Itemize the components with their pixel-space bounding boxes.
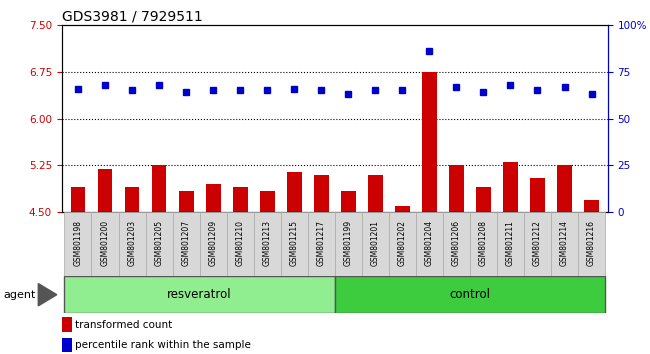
Bar (227, 212, 254, 276)
Bar (341, 190, 356, 212)
Bar (389, 212, 416, 276)
Bar (524, 212, 551, 276)
Bar (416, 212, 443, 276)
Bar (551, 212, 578, 276)
Text: control: control (449, 288, 490, 301)
Polygon shape (38, 284, 57, 306)
Bar (200, 212, 227, 276)
Text: GSM801215: GSM801215 (290, 220, 299, 266)
Bar (476, 187, 491, 212)
Text: transformed count: transformed count (75, 320, 173, 330)
Text: GSM801198: GSM801198 (73, 220, 83, 266)
Bar (98, 169, 112, 212)
Text: GDS3981 / 7929511: GDS3981 / 7929511 (62, 10, 203, 24)
Text: GSM801205: GSM801205 (155, 220, 164, 266)
Bar (172, 212, 200, 276)
Bar (71, 187, 85, 212)
Bar (362, 212, 389, 276)
Text: GSM801207: GSM801207 (181, 220, 190, 266)
Bar (584, 200, 599, 212)
Bar (470, 212, 497, 276)
Bar (422, 72, 437, 212)
Text: agent: agent (3, 290, 36, 300)
Text: GSM801206: GSM801206 (452, 220, 461, 266)
Bar (118, 212, 146, 276)
Bar (125, 187, 140, 212)
Text: GSM801208: GSM801208 (479, 220, 488, 266)
Bar (530, 178, 545, 212)
Bar (449, 165, 464, 212)
Text: GSM801213: GSM801213 (263, 220, 272, 266)
Bar (260, 190, 274, 212)
Bar (92, 212, 118, 276)
Bar (503, 162, 518, 212)
Text: GSM801214: GSM801214 (560, 220, 569, 266)
Bar (281, 212, 307, 276)
Text: GSM801217: GSM801217 (317, 220, 326, 266)
Bar (62, 338, 72, 352)
Bar (335, 276, 605, 313)
Text: GSM801204: GSM801204 (425, 220, 434, 266)
Bar (146, 212, 172, 276)
Bar (314, 175, 329, 212)
Bar (254, 212, 281, 276)
Bar (557, 165, 572, 212)
Text: GSM801200: GSM801200 (101, 220, 109, 266)
Text: percentile rank within the sample: percentile rank within the sample (75, 340, 252, 350)
Text: resveratrol: resveratrol (167, 288, 232, 301)
Bar (368, 175, 383, 212)
Bar (335, 212, 362, 276)
Text: GSM801202: GSM801202 (398, 220, 407, 266)
Text: GSM801212: GSM801212 (533, 220, 542, 266)
Bar (233, 187, 248, 212)
Bar (64, 212, 92, 276)
Text: GSM801211: GSM801211 (506, 220, 515, 266)
Text: GSM801209: GSM801209 (209, 220, 218, 266)
Bar (179, 190, 194, 212)
Text: GSM801201: GSM801201 (370, 220, 380, 266)
Bar (307, 212, 335, 276)
Bar (62, 317, 72, 332)
Text: GSM801216: GSM801216 (587, 220, 596, 266)
Bar (151, 165, 166, 212)
Bar (497, 212, 524, 276)
Bar (205, 184, 220, 212)
Text: GSM801210: GSM801210 (236, 220, 244, 266)
Bar (64, 276, 335, 313)
Bar (443, 212, 470, 276)
Bar (395, 206, 410, 212)
Text: GSM801199: GSM801199 (344, 220, 353, 266)
Text: GSM801203: GSM801203 (127, 220, 136, 266)
Bar (287, 172, 302, 212)
Bar (578, 212, 605, 276)
